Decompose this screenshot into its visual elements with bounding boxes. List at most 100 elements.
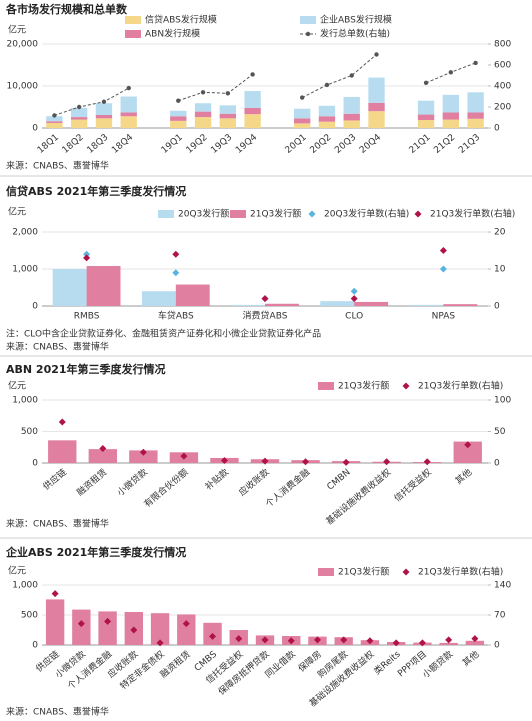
legend-swatch xyxy=(318,568,334,576)
legend-label: 信贷ABS发行规模 xyxy=(145,14,217,26)
legend-label: 20Q3发行单数(右轴) xyxy=(324,208,409,220)
bar-segment xyxy=(417,120,435,128)
legend-label: ABN发行规模 xyxy=(145,28,200,40)
x-tick-label: 21Q1 xyxy=(408,133,433,156)
x-tick-label: 21Q3 xyxy=(457,133,482,156)
unit-label: 亿元 xyxy=(8,206,26,218)
y-tick-label: 1,000 xyxy=(12,265,38,275)
y2-tick-label: 0 xyxy=(494,302,500,312)
legend-label: 21Q3发行单数(右轴) xyxy=(418,380,503,392)
x-tick-label: 车贷ABS xyxy=(158,310,194,322)
note: 注：CLO中含企业贷款证券化、金融租赁资产证券化和小微企业贷款证券化产品 xyxy=(6,328,321,340)
bar-segment xyxy=(467,92,484,113)
bar xyxy=(52,269,87,306)
bar xyxy=(150,613,170,645)
y-tick-label: 0 xyxy=(32,641,38,651)
bar-segment xyxy=(70,117,88,120)
y-tick-label: 0 xyxy=(32,302,38,312)
bar xyxy=(465,640,485,645)
bar-segment xyxy=(417,100,435,115)
diamond-point xyxy=(172,250,180,258)
x-tick-label: 消费贷ABS xyxy=(243,310,288,322)
diamond-point xyxy=(418,639,426,647)
diamond-point xyxy=(471,635,479,643)
line-point xyxy=(423,80,429,86)
bar-segment xyxy=(70,107,88,118)
y-tick-label: 20,000 xyxy=(7,40,39,50)
legend-label: 21Q3发行单数(右轴) xyxy=(430,208,515,220)
bar xyxy=(129,450,158,463)
x-tick-label: 20Q1 xyxy=(284,133,309,156)
bar xyxy=(177,614,196,645)
line-point xyxy=(200,90,206,95)
bar-segment xyxy=(368,111,385,128)
bar-segment xyxy=(194,111,212,118)
diamond-point xyxy=(182,620,190,628)
bar-segment xyxy=(318,105,336,117)
bar-segment xyxy=(95,103,113,115)
bar xyxy=(88,449,118,463)
x-tick-label: 18Q4 xyxy=(110,132,135,155)
chart-title: ABN 2021年第三季度发行情况 xyxy=(6,362,166,376)
bar-segment xyxy=(170,120,187,128)
y2-tick-label: 0 xyxy=(494,641,500,651)
line-point xyxy=(299,95,305,100)
y-tick-label: 500 xyxy=(21,611,38,621)
source: 来源：CNABS、惠誉博华 xyxy=(6,518,109,530)
diamond-point xyxy=(313,636,321,644)
x-tick-label: RMBS xyxy=(74,312,100,322)
diamond-point xyxy=(261,636,269,644)
y-tick-label: 0 xyxy=(32,459,38,469)
y2-tick-label: 0 xyxy=(494,124,500,134)
diamond-point xyxy=(130,626,138,634)
diamond-point xyxy=(58,418,66,426)
x-tick-label: 信托受益权 xyxy=(392,466,434,504)
legend-diamond xyxy=(402,382,410,390)
bar xyxy=(439,642,458,645)
x-tick-label: 个人消费金融 xyxy=(263,466,312,510)
bar xyxy=(231,304,265,306)
x-tick-label: 其他 xyxy=(453,466,475,487)
bar-segment xyxy=(442,112,460,120)
line-point xyxy=(374,52,379,57)
diamond-point xyxy=(77,620,85,628)
unit-label: 亿元 xyxy=(8,380,26,392)
y2-tick-label: 10 xyxy=(494,265,506,275)
legend-label: 发行总单数(右轴) xyxy=(320,28,390,40)
bar xyxy=(72,609,91,645)
legend-swatch xyxy=(300,16,316,24)
bar-segment xyxy=(46,121,63,123)
unit-label: 亿元 xyxy=(8,565,26,577)
bar-segment xyxy=(46,116,63,122)
legend-diamond xyxy=(308,210,316,218)
y-tick-label: 0 xyxy=(32,124,38,134)
bar-segment xyxy=(219,113,237,119)
legend-dot xyxy=(305,31,311,37)
diamond-point xyxy=(366,637,374,645)
x-tick-label: 应收账款 xyxy=(236,466,271,498)
line-point xyxy=(225,91,231,96)
bar xyxy=(86,266,121,306)
diamond-point xyxy=(104,617,112,625)
bar-segment xyxy=(46,122,63,128)
bar-segment xyxy=(120,96,137,113)
diamond-point xyxy=(464,441,472,449)
y2-tick-label: 50 xyxy=(494,427,506,437)
y2-tick-label: 600 xyxy=(494,61,511,71)
legend-diamond xyxy=(402,568,410,576)
y2-tick-label: 100 xyxy=(494,396,511,406)
legend-swatch xyxy=(125,16,141,24)
legend-swatch xyxy=(230,210,246,218)
diamond-point xyxy=(383,458,391,466)
y2-tick-label: 800 xyxy=(494,40,511,50)
diamond-point xyxy=(350,295,358,303)
y2-tick-label: 400 xyxy=(494,82,511,92)
legend-label: 21Q3发行额 xyxy=(250,208,301,220)
line-point xyxy=(76,104,82,110)
diamond-point xyxy=(261,295,269,303)
x-tick-label: NPAS xyxy=(432,312,456,322)
bar-segment xyxy=(219,118,237,128)
chart-title: 企业ABS 2021年第三季度发行情况 xyxy=(5,545,186,559)
bar-segment xyxy=(194,103,212,112)
diamond-point xyxy=(302,458,310,466)
